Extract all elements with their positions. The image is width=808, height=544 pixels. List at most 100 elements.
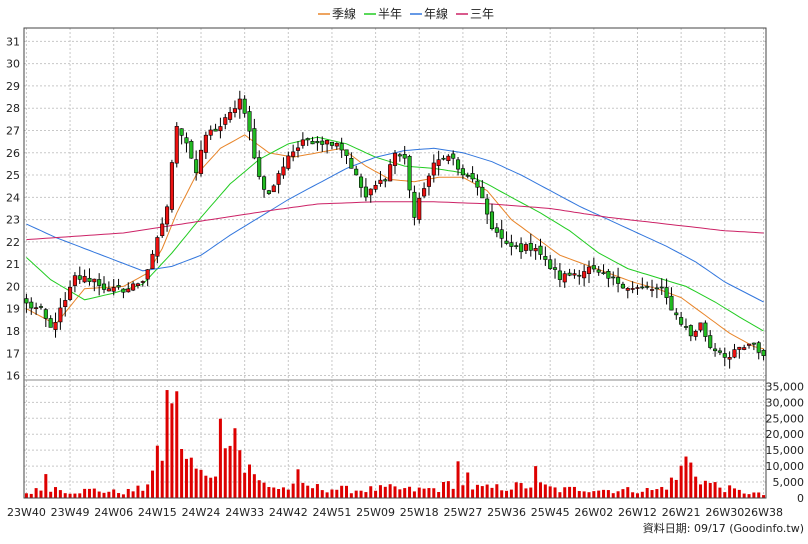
candle-body [611,276,616,279]
candle-body [194,159,199,174]
volume-bar [165,390,169,498]
time-tick-label: 25W18 [400,506,439,519]
candle-body [737,346,742,350]
time-tick-label: 24W42 [269,506,308,519]
candle [208,125,213,140]
candle [509,234,514,256]
candle [111,278,116,296]
volume-bar [49,491,53,498]
volume-bar [102,492,106,498]
candle-body [281,166,286,176]
candle-body [198,149,204,174]
candle-body [601,272,606,274]
candle-body [649,289,655,291]
candle [291,144,296,162]
candle-body [669,295,674,311]
candle-body [596,269,601,273]
candle-body [368,188,373,196]
volume-bar [621,489,625,498]
candle [334,142,339,150]
candle-body [708,335,713,348]
candle [591,257,596,273]
candle [121,288,126,299]
volume-bar [107,491,111,498]
volume-bar [243,472,247,498]
volume-bar [587,492,591,498]
candle [43,307,48,328]
candle [552,258,558,279]
candle [489,203,495,231]
candle-body [698,322,703,331]
candle [455,157,461,176]
candle [53,312,58,338]
candle [538,238,543,260]
candle [645,281,650,290]
plot-frame [23,27,767,499]
candle-body [761,349,766,356]
candle-body [475,180,480,188]
candle [475,174,480,196]
candle [68,280,73,301]
price-tick-label: 26 [6,147,20,160]
volume-bars [24,390,766,498]
candle-body [523,244,528,251]
candle-body [751,342,756,345]
volume-bar [461,485,465,498]
time-tick-label: 24W51 [313,506,352,519]
candle-body [722,353,727,358]
volume-bar [548,486,552,498]
candle [179,128,184,145]
candle [528,233,533,257]
candle-body [509,242,514,247]
candle-body [276,173,281,185]
candle [359,173,364,198]
volume-bar [563,487,567,498]
candle-body [567,272,572,276]
price-tick-label: 19 [6,303,20,316]
candle-body [499,229,504,239]
volume-bar [194,468,198,498]
candle-body [397,154,402,157]
price-tick-label: 30 [6,58,20,71]
candle-body [654,287,659,290]
candle-body [412,191,417,218]
candle [203,131,208,159]
volume-bar [616,491,620,498]
volume-bar [640,491,644,498]
volume-bar [645,488,649,498]
candle-body [659,286,664,289]
volume-bar [374,490,378,498]
candle-body [106,288,111,292]
volume-bar [272,487,276,498]
candle [194,150,199,181]
candle [63,292,68,317]
candle-body [363,186,368,198]
volume-bar [369,486,373,498]
volume-bar [650,490,654,498]
volume-bar [732,488,736,498]
candle [601,264,606,275]
candle [693,329,698,341]
price-axis-ticks: 16 17 18 19 20 21 22 23 24 25 26 27 28 29 30 31 [6,35,20,382]
volume-bar [248,464,252,498]
volume-bar [209,477,213,498]
candle [742,344,747,351]
candle-body [310,140,315,145]
legend-entry: 半年 [364,7,402,21]
candle [145,269,150,287]
volume-bar [626,487,630,498]
candle-body [713,348,718,352]
candle-body [533,248,538,252]
volume-bar [252,474,256,498]
volume-bar [175,391,179,498]
time-tick-label: 25W36 [487,506,526,519]
candle-body [664,287,669,298]
candle-body [552,267,558,270]
candle [29,297,34,315]
price-tick-label: 28 [6,102,20,115]
candle [582,264,587,287]
volume-bar [529,487,533,498]
candle [606,268,611,288]
candle [271,184,276,193]
volume-bar [495,484,499,498]
